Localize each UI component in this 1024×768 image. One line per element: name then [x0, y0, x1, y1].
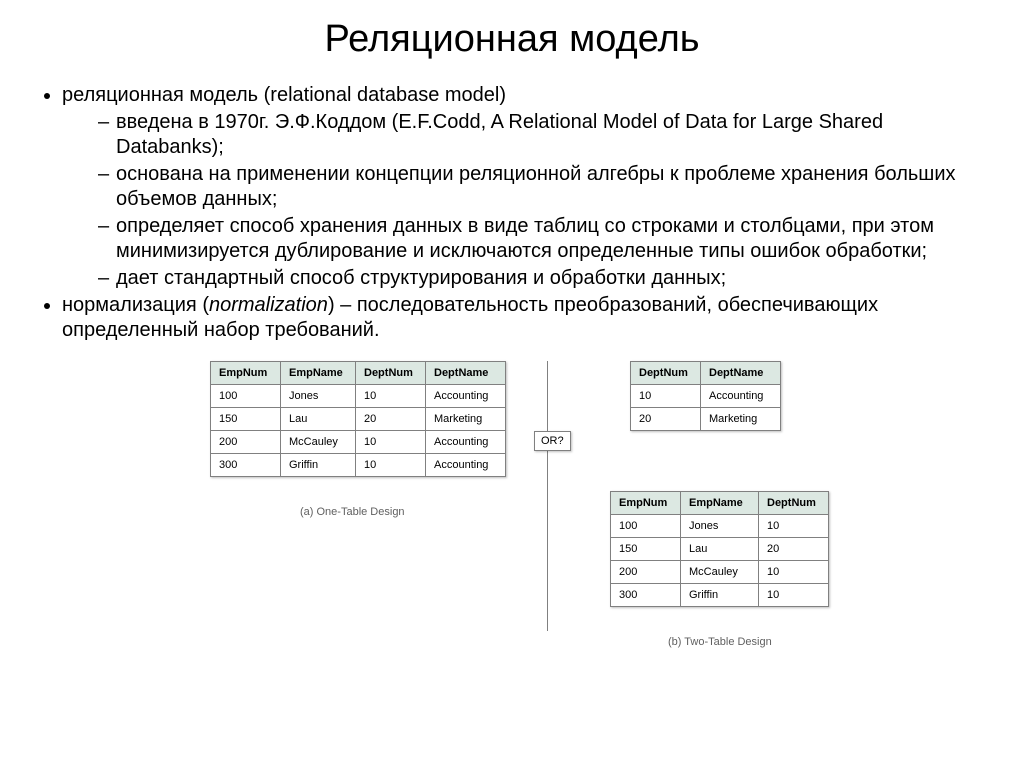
table-cell: McCauley: [681, 561, 759, 584]
table-row: 200McCauley10: [611, 561, 829, 584]
table-cell: Griffin: [281, 454, 356, 477]
bullet-1-text: реляционная модель (relational database …: [62, 84, 506, 106]
bullet-1-1: введена в 1970г. Э.Ф.Коддом (E.F.Codd, A…: [98, 110, 984, 160]
table-cell: 10: [759, 515, 829, 538]
table-row: 100Jones10Accounting: [211, 385, 506, 408]
table-cell: 300: [211, 454, 281, 477]
bullet-1: реляционная модель (relational database …: [62, 83, 984, 291]
table-cell: 10: [759, 561, 829, 584]
bullet-1-3: определяет способ хранения данных в виде…: [98, 214, 984, 264]
table-cell: McCauley: [281, 431, 356, 454]
table-cell: Accounting: [701, 385, 781, 408]
table-cell: Accounting: [426, 431, 506, 454]
table-row: 10Accounting: [631, 385, 781, 408]
table-cell: 100: [611, 515, 681, 538]
table-row: 100Jones10: [611, 515, 829, 538]
bullet-1-sublist: введена в 1970г. Э.Ф.Коддом (E.F.Codd, A…: [98, 110, 984, 291]
table-row: 150Lau20Marketing: [211, 408, 506, 431]
table-cell: 20: [759, 538, 829, 561]
caption-b: (b) Two-Table Design: [668, 636, 772, 648]
table-cell: 10: [759, 584, 829, 607]
column-header: EmpName: [281, 362, 356, 385]
table-row: 300Griffin10Accounting: [211, 454, 506, 477]
table-cell: Marketing: [426, 408, 506, 431]
or-label: OR?: [534, 431, 571, 451]
table-row: 200McCauley10Accounting: [211, 431, 506, 454]
table-cell: Jones: [681, 515, 759, 538]
divider-line: [547, 361, 548, 631]
table-cell: 200: [211, 431, 281, 454]
table-cell: Lau: [681, 538, 759, 561]
table-a: EmpNumEmpNameDeptNumDeptName100Jones10Ac…: [210, 361, 506, 477]
table-cell: 20: [631, 408, 701, 431]
bullet-2: нормализация (normalization) – последова…: [62, 293, 984, 343]
table-cell: Accounting: [426, 385, 506, 408]
table-cell: Accounting: [426, 454, 506, 477]
column-header: DeptNum: [356, 362, 426, 385]
table-cell: 200: [611, 561, 681, 584]
column-header: DeptNum: [631, 362, 701, 385]
table-row: 150Lau20: [611, 538, 829, 561]
column-header: EmpNum: [211, 362, 281, 385]
table-cell: 10: [356, 431, 426, 454]
table-cell: 300: [611, 584, 681, 607]
bullet-2-pre: нормализация (: [62, 294, 209, 316]
table-cell: 20: [356, 408, 426, 431]
table-b1: DeptNumDeptName10Accounting20Marketing: [630, 361, 781, 431]
column-header: DeptName: [426, 362, 506, 385]
column-header: DeptNum: [759, 492, 829, 515]
bullet-1-2: основана на применении концепции реляцио…: [98, 162, 984, 212]
table-cell: Jones: [281, 385, 356, 408]
page-title: Реляционная модель: [40, 18, 984, 61]
column-header: EmpName: [681, 492, 759, 515]
table-cell: 10: [631, 385, 701, 408]
column-header: DeptName: [701, 362, 781, 385]
table-row: 20Marketing: [631, 408, 781, 431]
table-cell: Marketing: [701, 408, 781, 431]
table-cell: 150: [211, 408, 281, 431]
table-cell: Lau: [281, 408, 356, 431]
table-cell: Griffin: [681, 584, 759, 607]
table-cell: 150: [611, 538, 681, 561]
bullet-list: реляционная модель (relational database …: [62, 83, 984, 343]
table-row: 300Griffin10: [611, 584, 829, 607]
bullet-1-4: дает стандартный способ структурирования…: [98, 266, 984, 291]
table-cell: 100: [211, 385, 281, 408]
table-cell: 10: [356, 454, 426, 477]
table-b2: EmpNumEmpNameDeptNum100Jones10150Lau2020…: [610, 491, 829, 607]
bullet-2-italic: normalization: [209, 294, 328, 316]
column-header: EmpNum: [611, 492, 681, 515]
table-cell: 10: [356, 385, 426, 408]
caption-a: (a) One-Table Design: [300, 506, 405, 518]
figure-area: OR? EmpNumEmpNameDeptNumDeptName100Jones…: [40, 361, 984, 671]
